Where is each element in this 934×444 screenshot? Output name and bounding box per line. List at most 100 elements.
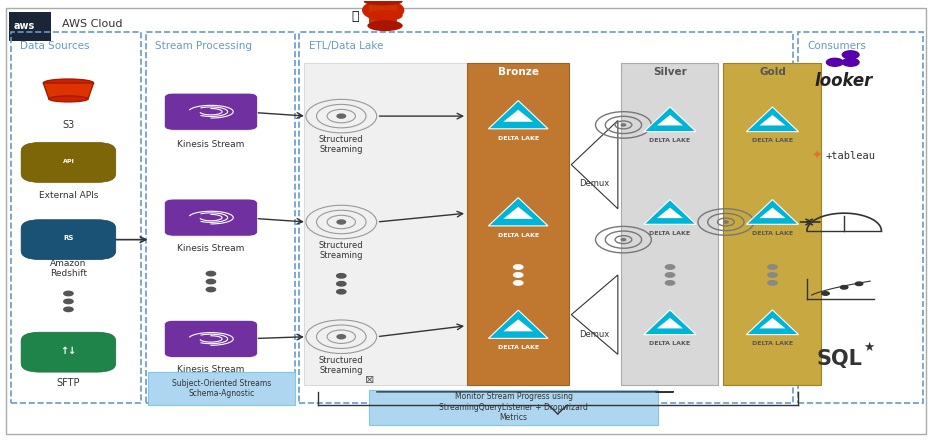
Text: DELTA LAKE: DELTA LAKE: [498, 233, 539, 238]
Polygon shape: [369, 0, 397, 24]
Circle shape: [64, 291, 73, 296]
Text: Structured
Streaming: Structured Streaming: [319, 356, 363, 375]
Text: Subject-Oriented Streams
Schema-Agnostic: Subject-Oriented Streams Schema-Agnostic: [172, 379, 271, 398]
Text: Monitor Stream Progress using
StreamingQueryListener + Dropwizard
Metrics: Monitor Stream Progress using StreamingQ…: [439, 392, 588, 422]
Polygon shape: [759, 115, 785, 126]
Polygon shape: [746, 200, 799, 224]
Text: Stream Processing: Stream Processing: [155, 41, 252, 51]
Circle shape: [337, 114, 346, 118]
Text: RS: RS: [64, 235, 74, 242]
Polygon shape: [657, 318, 683, 329]
FancyBboxPatch shape: [164, 199, 258, 236]
Polygon shape: [572, 275, 618, 354]
Text: Consumers: Consumers: [807, 41, 866, 51]
Ellipse shape: [367, 10, 403, 21]
Ellipse shape: [367, 20, 403, 31]
Circle shape: [841, 285, 848, 289]
Text: SFTP: SFTP: [57, 378, 80, 388]
Text: ★: ★: [864, 341, 875, 354]
Polygon shape: [488, 101, 548, 129]
Circle shape: [206, 287, 216, 292]
Polygon shape: [488, 198, 548, 226]
Circle shape: [336, 274, 346, 278]
FancyBboxPatch shape: [164, 321, 258, 357]
Polygon shape: [657, 208, 683, 218]
Text: Demux: Demux: [579, 179, 610, 188]
Text: Structured
Streaming: Structured Streaming: [319, 135, 363, 155]
Text: ↑↓: ↑↓: [61, 346, 77, 356]
Circle shape: [665, 265, 674, 269]
FancyBboxPatch shape: [369, 390, 658, 425]
Circle shape: [514, 273, 523, 277]
Text: looker: looker: [815, 72, 873, 90]
Text: ✦: ✦: [812, 149, 823, 163]
Text: ETL/Data Lake: ETL/Data Lake: [309, 41, 383, 51]
Text: Silver: Silver: [653, 67, 686, 77]
FancyBboxPatch shape: [467, 63, 570, 385]
Text: Data Sources: Data Sources: [20, 41, 90, 51]
Text: ⊠: ⊠: [364, 375, 374, 385]
Text: Amazon
Redshift: Amazon Redshift: [50, 258, 87, 278]
Text: DELTA LAKE: DELTA LAKE: [752, 138, 793, 143]
Text: Bronze: Bronze: [498, 67, 539, 77]
Text: DELTA LAKE: DELTA LAKE: [498, 136, 539, 141]
Polygon shape: [759, 208, 785, 218]
FancyBboxPatch shape: [21, 143, 116, 182]
Polygon shape: [746, 107, 799, 131]
Circle shape: [842, 58, 859, 66]
FancyBboxPatch shape: [304, 63, 467, 385]
Circle shape: [336, 289, 346, 294]
Polygon shape: [644, 107, 696, 131]
Polygon shape: [503, 110, 533, 122]
Polygon shape: [644, 310, 696, 335]
Text: Gold: Gold: [759, 67, 785, 77]
Text: Kinesis Stream: Kinesis Stream: [177, 140, 245, 149]
FancyBboxPatch shape: [164, 93, 258, 130]
Ellipse shape: [364, 0, 402, 5]
Circle shape: [856, 282, 863, 285]
FancyBboxPatch shape: [8, 12, 50, 41]
Polygon shape: [657, 115, 683, 126]
Text: Structured
Streaming: Structured Streaming: [319, 241, 363, 260]
Text: DELTA LAKE: DELTA LAKE: [649, 138, 690, 143]
Text: AWS Cloud: AWS Cloud: [62, 20, 122, 29]
FancyBboxPatch shape: [21, 332, 116, 372]
Ellipse shape: [49, 96, 88, 102]
Circle shape: [827, 58, 843, 66]
Circle shape: [768, 265, 777, 269]
Circle shape: [64, 307, 73, 312]
FancyBboxPatch shape: [6, 8, 927, 434]
FancyBboxPatch shape: [148, 372, 295, 405]
Polygon shape: [43, 83, 93, 99]
Text: SQL: SQL: [816, 349, 862, 369]
Circle shape: [336, 281, 346, 286]
Polygon shape: [759, 318, 785, 329]
Circle shape: [621, 124, 626, 126]
Text: External APIs: External APIs: [38, 191, 98, 200]
Circle shape: [514, 265, 523, 269]
Circle shape: [337, 220, 346, 224]
Circle shape: [842, 51, 859, 59]
Circle shape: [665, 273, 674, 277]
Text: Demux: Demux: [579, 330, 610, 339]
Circle shape: [514, 281, 523, 285]
Text: Kinesis Stream: Kinesis Stream: [177, 244, 245, 253]
Text: DELTA LAKE: DELTA LAKE: [752, 230, 793, 235]
Circle shape: [822, 292, 829, 295]
Circle shape: [665, 281, 674, 285]
Text: Kinesis Stream: Kinesis Stream: [177, 365, 245, 374]
FancyBboxPatch shape: [21, 220, 116, 260]
Text: DELTA LAKE: DELTA LAKE: [649, 230, 690, 235]
Text: aws: aws: [13, 21, 35, 31]
Polygon shape: [503, 319, 533, 331]
Polygon shape: [503, 207, 533, 219]
Text: S3: S3: [63, 120, 75, 130]
Circle shape: [768, 281, 777, 285]
Text: 📊: 📊: [351, 10, 359, 24]
Circle shape: [362, 0, 403, 20]
Polygon shape: [572, 120, 618, 209]
Circle shape: [64, 299, 73, 304]
Text: API: API: [63, 159, 75, 164]
Text: DELTA LAKE: DELTA LAKE: [649, 341, 690, 346]
Circle shape: [206, 271, 216, 276]
